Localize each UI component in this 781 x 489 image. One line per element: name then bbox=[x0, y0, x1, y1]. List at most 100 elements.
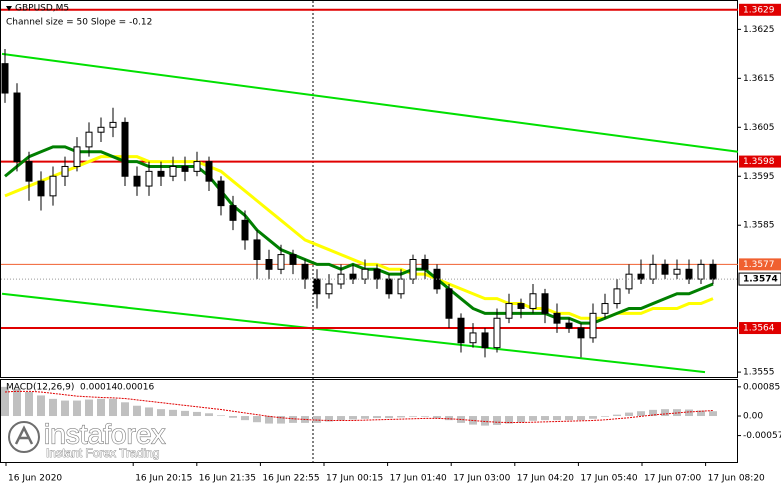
macd-title: MACD(12,26,9) bbox=[6, 383, 74, 393]
candle-body bbox=[73, 146, 81, 167]
candle-body bbox=[697, 263, 705, 280]
macd-bar bbox=[577, 416, 585, 421]
macd-bar bbox=[385, 416, 393, 419]
candle-body bbox=[205, 161, 213, 182]
plot-layer: 1.3625 1.3615 1.3605 1.3595 1.3585 1.3555 1.36… bbox=[1, 3, 781, 484]
x-tick-label: 17 Jun 04:20 bbox=[517, 474, 574, 484]
candle-body bbox=[13, 92, 21, 163]
x-tick-label: 17 Jun 05:40 bbox=[580, 474, 637, 484]
y-tick-label: 1.3605 bbox=[743, 123, 775, 133]
macd-bar bbox=[169, 409, 177, 417]
candle-body bbox=[577, 327, 585, 339]
candle-body bbox=[529, 293, 537, 309]
macd-bar bbox=[37, 395, 45, 417]
candle-body bbox=[493, 317, 501, 349]
level-label: 1.3577 bbox=[743, 260, 775, 270]
macd-bar bbox=[601, 416, 609, 417]
macd-bar bbox=[109, 398, 117, 417]
x-tick-label: 17 Jun 07:00 bbox=[644, 474, 701, 484]
candle-body bbox=[313, 278, 321, 295]
level-box bbox=[739, 258, 781, 271]
candle-body bbox=[445, 288, 453, 319]
macd-bar bbox=[1, 386, 9, 417]
macd-bar bbox=[433, 416, 441, 419]
candle-body bbox=[673, 268, 681, 275]
macd-bar bbox=[493, 416, 501, 425]
macd-bar bbox=[121, 402, 129, 417]
macd-bar bbox=[589, 416, 597, 419]
macd-bar bbox=[49, 398, 57, 417]
macd-bar bbox=[157, 409, 165, 417]
candle-body bbox=[349, 273, 357, 280]
candle-body bbox=[481, 332, 489, 349]
candle-body bbox=[145, 170, 153, 187]
candle-body bbox=[649, 263, 657, 280]
y-tick-label: 1.3595 bbox=[743, 172, 775, 182]
macd-bar bbox=[289, 416, 297, 423]
macd-bar bbox=[505, 416, 513, 424]
candle-body bbox=[181, 165, 189, 172]
macd-bar bbox=[313, 416, 321, 423]
macd-bar bbox=[325, 416, 333, 422]
candle-body bbox=[373, 268, 381, 280]
macd-bar bbox=[217, 415, 225, 417]
macd-bar bbox=[709, 411, 717, 417]
candle-body bbox=[97, 126, 105, 133]
y-tick-label: 1.3615 bbox=[743, 74, 775, 84]
macd-bar bbox=[445, 416, 453, 421]
macd-bar bbox=[13, 388, 21, 417]
candle-body bbox=[469, 332, 477, 344]
x-tick-label: 16 Jun 20:15 bbox=[135, 474, 192, 484]
macd-value: 0.00014 bbox=[80, 383, 117, 393]
level-box bbox=[739, 3, 781, 16]
current-price-label: 1.3574 bbox=[743, 275, 778, 285]
macd-bar bbox=[373, 416, 381, 419]
x-tick-label: 17 Jun 08:20 bbox=[708, 474, 765, 484]
macd-bar bbox=[253, 416, 261, 423]
macd-bar bbox=[481, 416, 489, 426]
channel-line bbox=[1, 292, 706, 374]
x-tick-label: 16 Jun 21:35 bbox=[199, 474, 256, 484]
macd-bar bbox=[397, 416, 405, 418]
level-label: 1.3564 bbox=[743, 324, 775, 334]
candle-body bbox=[517, 303, 525, 309]
y-tick-label: 1.3585 bbox=[743, 221, 775, 231]
macd-bar bbox=[85, 399, 93, 417]
macd-bar bbox=[553, 416, 561, 421]
x-tick-label: 17 Jun 01:40 bbox=[390, 474, 447, 484]
macd-bar bbox=[229, 416, 237, 418]
candle-body bbox=[661, 263, 669, 275]
macd-bar bbox=[265, 416, 273, 424]
macd-bar bbox=[673, 409, 681, 417]
candle-body bbox=[241, 219, 249, 241]
level-box bbox=[739, 322, 781, 335]
candle-body bbox=[397, 278, 405, 295]
candle-body bbox=[553, 312, 561, 324]
macd-bar bbox=[637, 411, 645, 417]
macd-bar bbox=[613, 414, 621, 417]
macd-bar bbox=[421, 416, 429, 417]
candle-body bbox=[229, 205, 237, 221]
candle-body bbox=[589, 312, 597, 339]
level-box bbox=[739, 155, 781, 168]
macd-bar bbox=[181, 410, 189, 417]
candle-body bbox=[385, 278, 393, 295]
watermark: instaforex Instant Forex Trading bbox=[8, 418, 166, 461]
candle-body bbox=[709, 263, 717, 280]
symbol: GBPUSD,M5 bbox=[15, 4, 69, 14]
channel-info: Channel size = 50 Slope = -0.12 bbox=[6, 18, 152, 28]
candle-body bbox=[217, 180, 225, 207]
candle-body bbox=[409, 258, 417, 280]
candle-body bbox=[121, 121, 129, 177]
candle-body bbox=[25, 161, 33, 182]
macd-bar bbox=[61, 400, 69, 417]
watermark-logo-mark bbox=[14, 425, 34, 445]
macd-bar bbox=[649, 409, 657, 417]
candle-body bbox=[193, 161, 201, 172]
macd-bar bbox=[241, 416, 249, 421]
candle-body bbox=[265, 258, 273, 270]
candle-body bbox=[421, 258, 429, 270]
macd-bar bbox=[25, 392, 33, 417]
symbol-icon bbox=[6, 6, 12, 11]
candle-body bbox=[505, 303, 513, 319]
